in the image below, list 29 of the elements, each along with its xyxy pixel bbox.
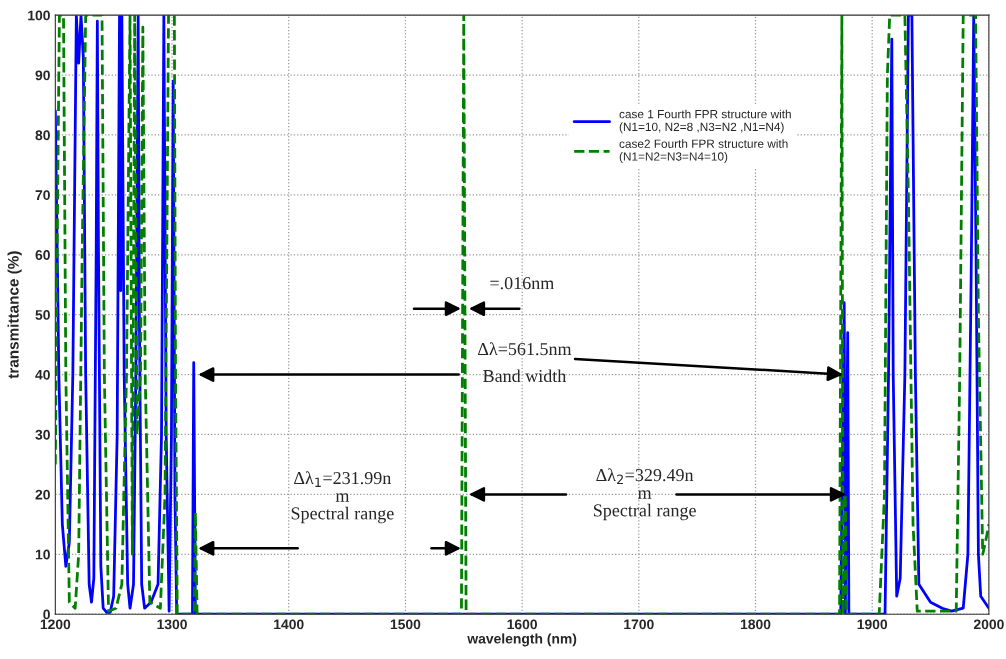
y-axis-title: transmittance (%) — [7, 251, 22, 379]
x-tick-label: 1700 — [624, 619, 654, 630]
annotation: Δλ=561.5nm — [478, 342, 572, 356]
annotation: Δλ$_{2}$=329.49n m Spectral range — [593, 468, 696, 521]
x-tick-label: 1300 — [157, 619, 187, 630]
y-tick-label: 40 — [35, 369, 50, 380]
annotation: Band width — [483, 369, 567, 383]
y-tick-label: 30 — [35, 429, 50, 440]
x-tick-label: 1800 — [740, 619, 771, 630]
y-tick-label: 70 — [35, 190, 50, 201]
y-tick-label: 0 — [43, 609, 50, 620]
y-tick-label: 20 — [35, 489, 50, 500]
x-tick-label: 1600 — [507, 619, 537, 630]
y-tick-label: 80 — [35, 130, 50, 141]
x-tick-label: 1500 — [390, 619, 421, 630]
x-tick-label: 2000 — [973, 619, 1004, 630]
x-tick-label: 1400 — [274, 619, 304, 630]
y-tick-label: 50 — [35, 310, 50, 320]
legend-label: case 1 Fourth FPR structure with (N1=10, N2=8 ,N3=N2 ,N1=N4) — [619, 109, 791, 134]
legend-label: case2 Fourth FPR structure with (N1=N2=N3=N4=10) — [619, 139, 788, 163]
x-tick-label: 1200 — [40, 619, 71, 630]
annotation: =.016nm — [490, 277, 555, 290]
x-axis-title: wavelength (nm) — [467, 633, 577, 647]
annotation: Δλ$_{1}$=231.99n m Spectral range — [291, 471, 394, 524]
y-tick-label: 100 — [28, 10, 50, 21]
y-tick-label: 60 — [35, 250, 50, 260]
y-tick-label: 90 — [35, 70, 50, 81]
y-tick-label: 10 — [35, 549, 50, 560]
x-tick-label: 1900 — [857, 619, 888, 630]
